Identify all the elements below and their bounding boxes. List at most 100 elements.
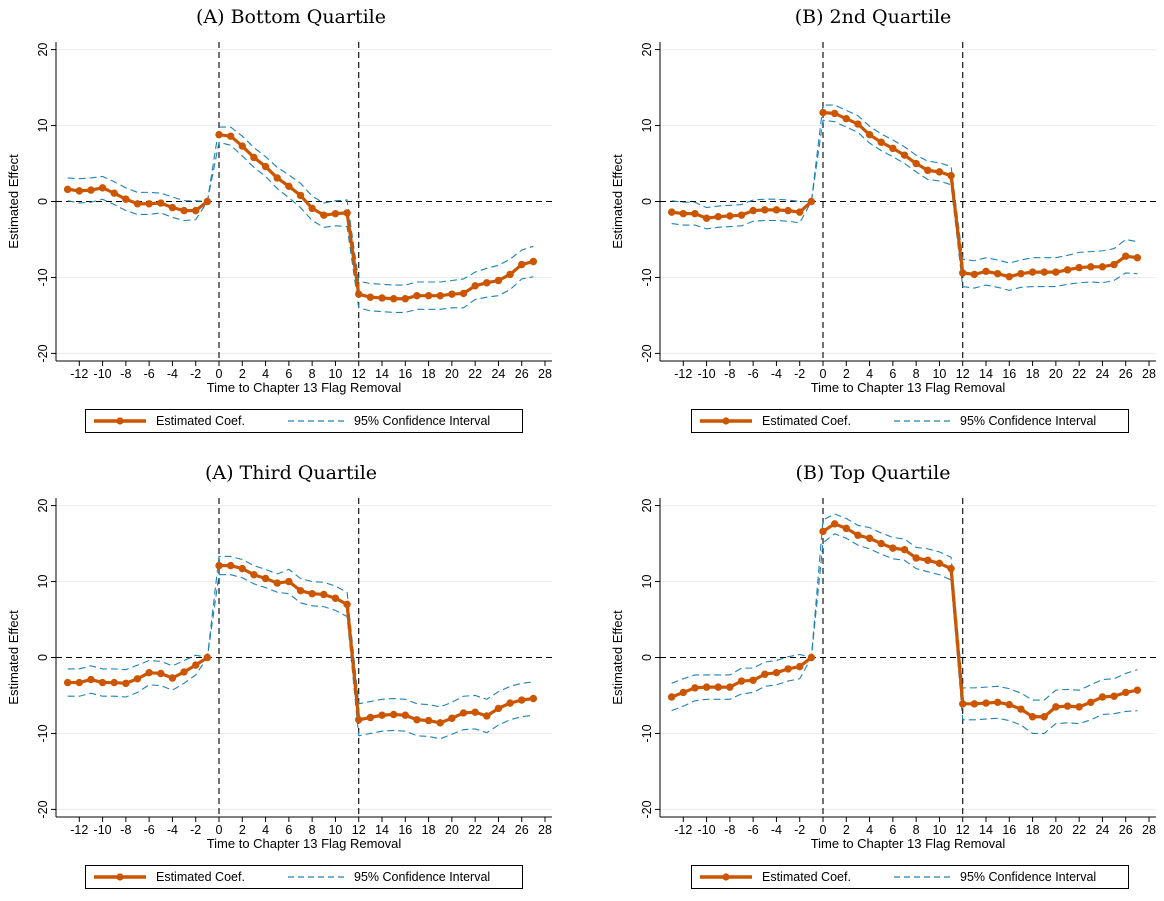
coef-point <box>1098 263 1107 271</box>
x-tick-label: 22 <box>1072 823 1086 837</box>
coef-point <box>133 675 142 683</box>
x-tick-label: -4 <box>771 823 782 837</box>
x-tick-label: -10 <box>94 823 112 837</box>
coef-point <box>273 174 281 182</box>
x-tick-label: -6 <box>748 367 759 381</box>
x-tick-label: 20 <box>445 367 459 381</box>
coef-point <box>877 138 885 146</box>
coef-point <box>667 208 676 216</box>
x-tick-label: -6 <box>748 823 759 837</box>
coef-point <box>1040 713 1048 721</box>
x-tick-label: 28 <box>538 823 552 837</box>
coef-point <box>203 653 212 662</box>
coef-point <box>436 291 444 300</box>
x-tick-label: 4 <box>866 823 873 837</box>
y-axis-title: Estimated Effect <box>6 610 21 705</box>
x-tick-label: 10 <box>328 823 342 837</box>
chart-title: (B) Top Quartile <box>795 462 951 484</box>
x-tick-label: 20 <box>445 823 459 837</box>
ci-series-line <box>671 533 1138 735</box>
coef-point <box>726 212 734 220</box>
coef-point <box>726 683 734 691</box>
x-tick-label: 0 <box>820 367 827 381</box>
coef-point <box>1122 688 1130 697</box>
x-tick-label: 24 <box>1095 823 1109 837</box>
coef-point <box>1017 269 1025 278</box>
y-tick-label: 10 <box>36 575 50 589</box>
legend-swatch-ci <box>894 420 950 422</box>
x-tick-label: 14 <box>979 367 993 381</box>
coef-point <box>959 700 967 708</box>
coef-point <box>273 579 281 587</box>
x-tick-label: 18 <box>422 367 436 381</box>
coef-point <box>935 168 944 176</box>
coef-point <box>168 203 177 212</box>
legend-swatch-coef <box>94 417 146 425</box>
coef-point <box>87 186 95 194</box>
coef-point <box>401 711 409 719</box>
coef-point <box>401 295 409 303</box>
x-axis-title: Time to Chapter 13 Flag Removal <box>811 380 1006 395</box>
coef-series-line <box>822 111 1138 279</box>
coef-point <box>378 294 386 302</box>
x-tick-label: -8 <box>120 367 131 381</box>
coef-point <box>250 571 258 579</box>
ci-series-line <box>671 513 1138 701</box>
coef-point <box>970 700 979 708</box>
coef-point <box>993 698 1002 707</box>
legend-item-coef: Estimated Coef. <box>698 869 888 885</box>
coef-point <box>935 559 944 568</box>
coef-point <box>122 679 130 688</box>
coef-point <box>1005 700 1013 709</box>
x-axis-title: Time to Chapter 13 Flag Removal <box>811 836 1006 851</box>
coef-point <box>203 197 212 206</box>
x-tick-label: 8 <box>913 823 920 837</box>
legend-swatch-ci <box>288 420 344 422</box>
coef-point <box>483 712 491 720</box>
x-tick-label: 12 <box>352 823 366 837</box>
coef-point <box>1087 698 1095 707</box>
legend-swatch-ci <box>894 876 950 878</box>
coef-point <box>250 153 258 162</box>
x-axis-title: Time to Chapter 13 Flag Removal <box>207 836 402 851</box>
coef-point <box>1075 263 1083 272</box>
chart-panel: (A) Bottom Quartile 20 10 0 -10 -20 -12 -10 -8-… <box>0 0 582 445</box>
x-tick-label: 0 <box>820 823 827 837</box>
legend-label-ci: 95% Confidence Interval <box>354 414 491 428</box>
coef-point <box>343 600 351 609</box>
coef-point <box>1075 703 1083 711</box>
coef-point <box>982 267 990 276</box>
coef-point <box>366 293 375 301</box>
x-tick-label: 6 <box>889 823 896 837</box>
coef-point <box>807 653 816 662</box>
coef-point <box>1110 260 1118 269</box>
x-tick-label: 26 <box>1119 823 1133 837</box>
x-tick-label: 0 <box>216 823 223 837</box>
x-tick-label: -10 <box>698 823 716 837</box>
x-tick-label: 20 <box>1049 823 1063 837</box>
coef-point <box>459 709 468 717</box>
chart-panel: (A) Third Quartile 20 10 0 -10 -20 -12 -10 -8 -6… <box>0 456 582 901</box>
coef-point <box>796 662 804 671</box>
coef-point <box>702 683 711 691</box>
coef-point <box>529 257 538 266</box>
coef-point <box>483 279 491 287</box>
coef-point <box>133 200 142 208</box>
coef-point <box>877 539 885 548</box>
coef-point <box>737 211 746 219</box>
legend-label-coef: Estimated Coef. <box>156 870 245 884</box>
legend-item-ci: 95% Confidence Interval <box>892 869 1122 885</box>
x-tick-label: 12 <box>352 367 366 381</box>
coef-point <box>865 534 874 542</box>
x-tick-label: 10 <box>932 367 946 381</box>
coef-point <box>993 269 1002 278</box>
coef-point <box>122 195 130 203</box>
coef-point <box>98 184 107 192</box>
x-tick-label: 4 <box>262 823 269 837</box>
x-tick-label: 16 <box>1002 823 1016 837</box>
coef-point <box>180 206 188 215</box>
legend-item-ci: 95% Confidence Interval <box>286 869 516 885</box>
coef-point <box>854 531 862 539</box>
